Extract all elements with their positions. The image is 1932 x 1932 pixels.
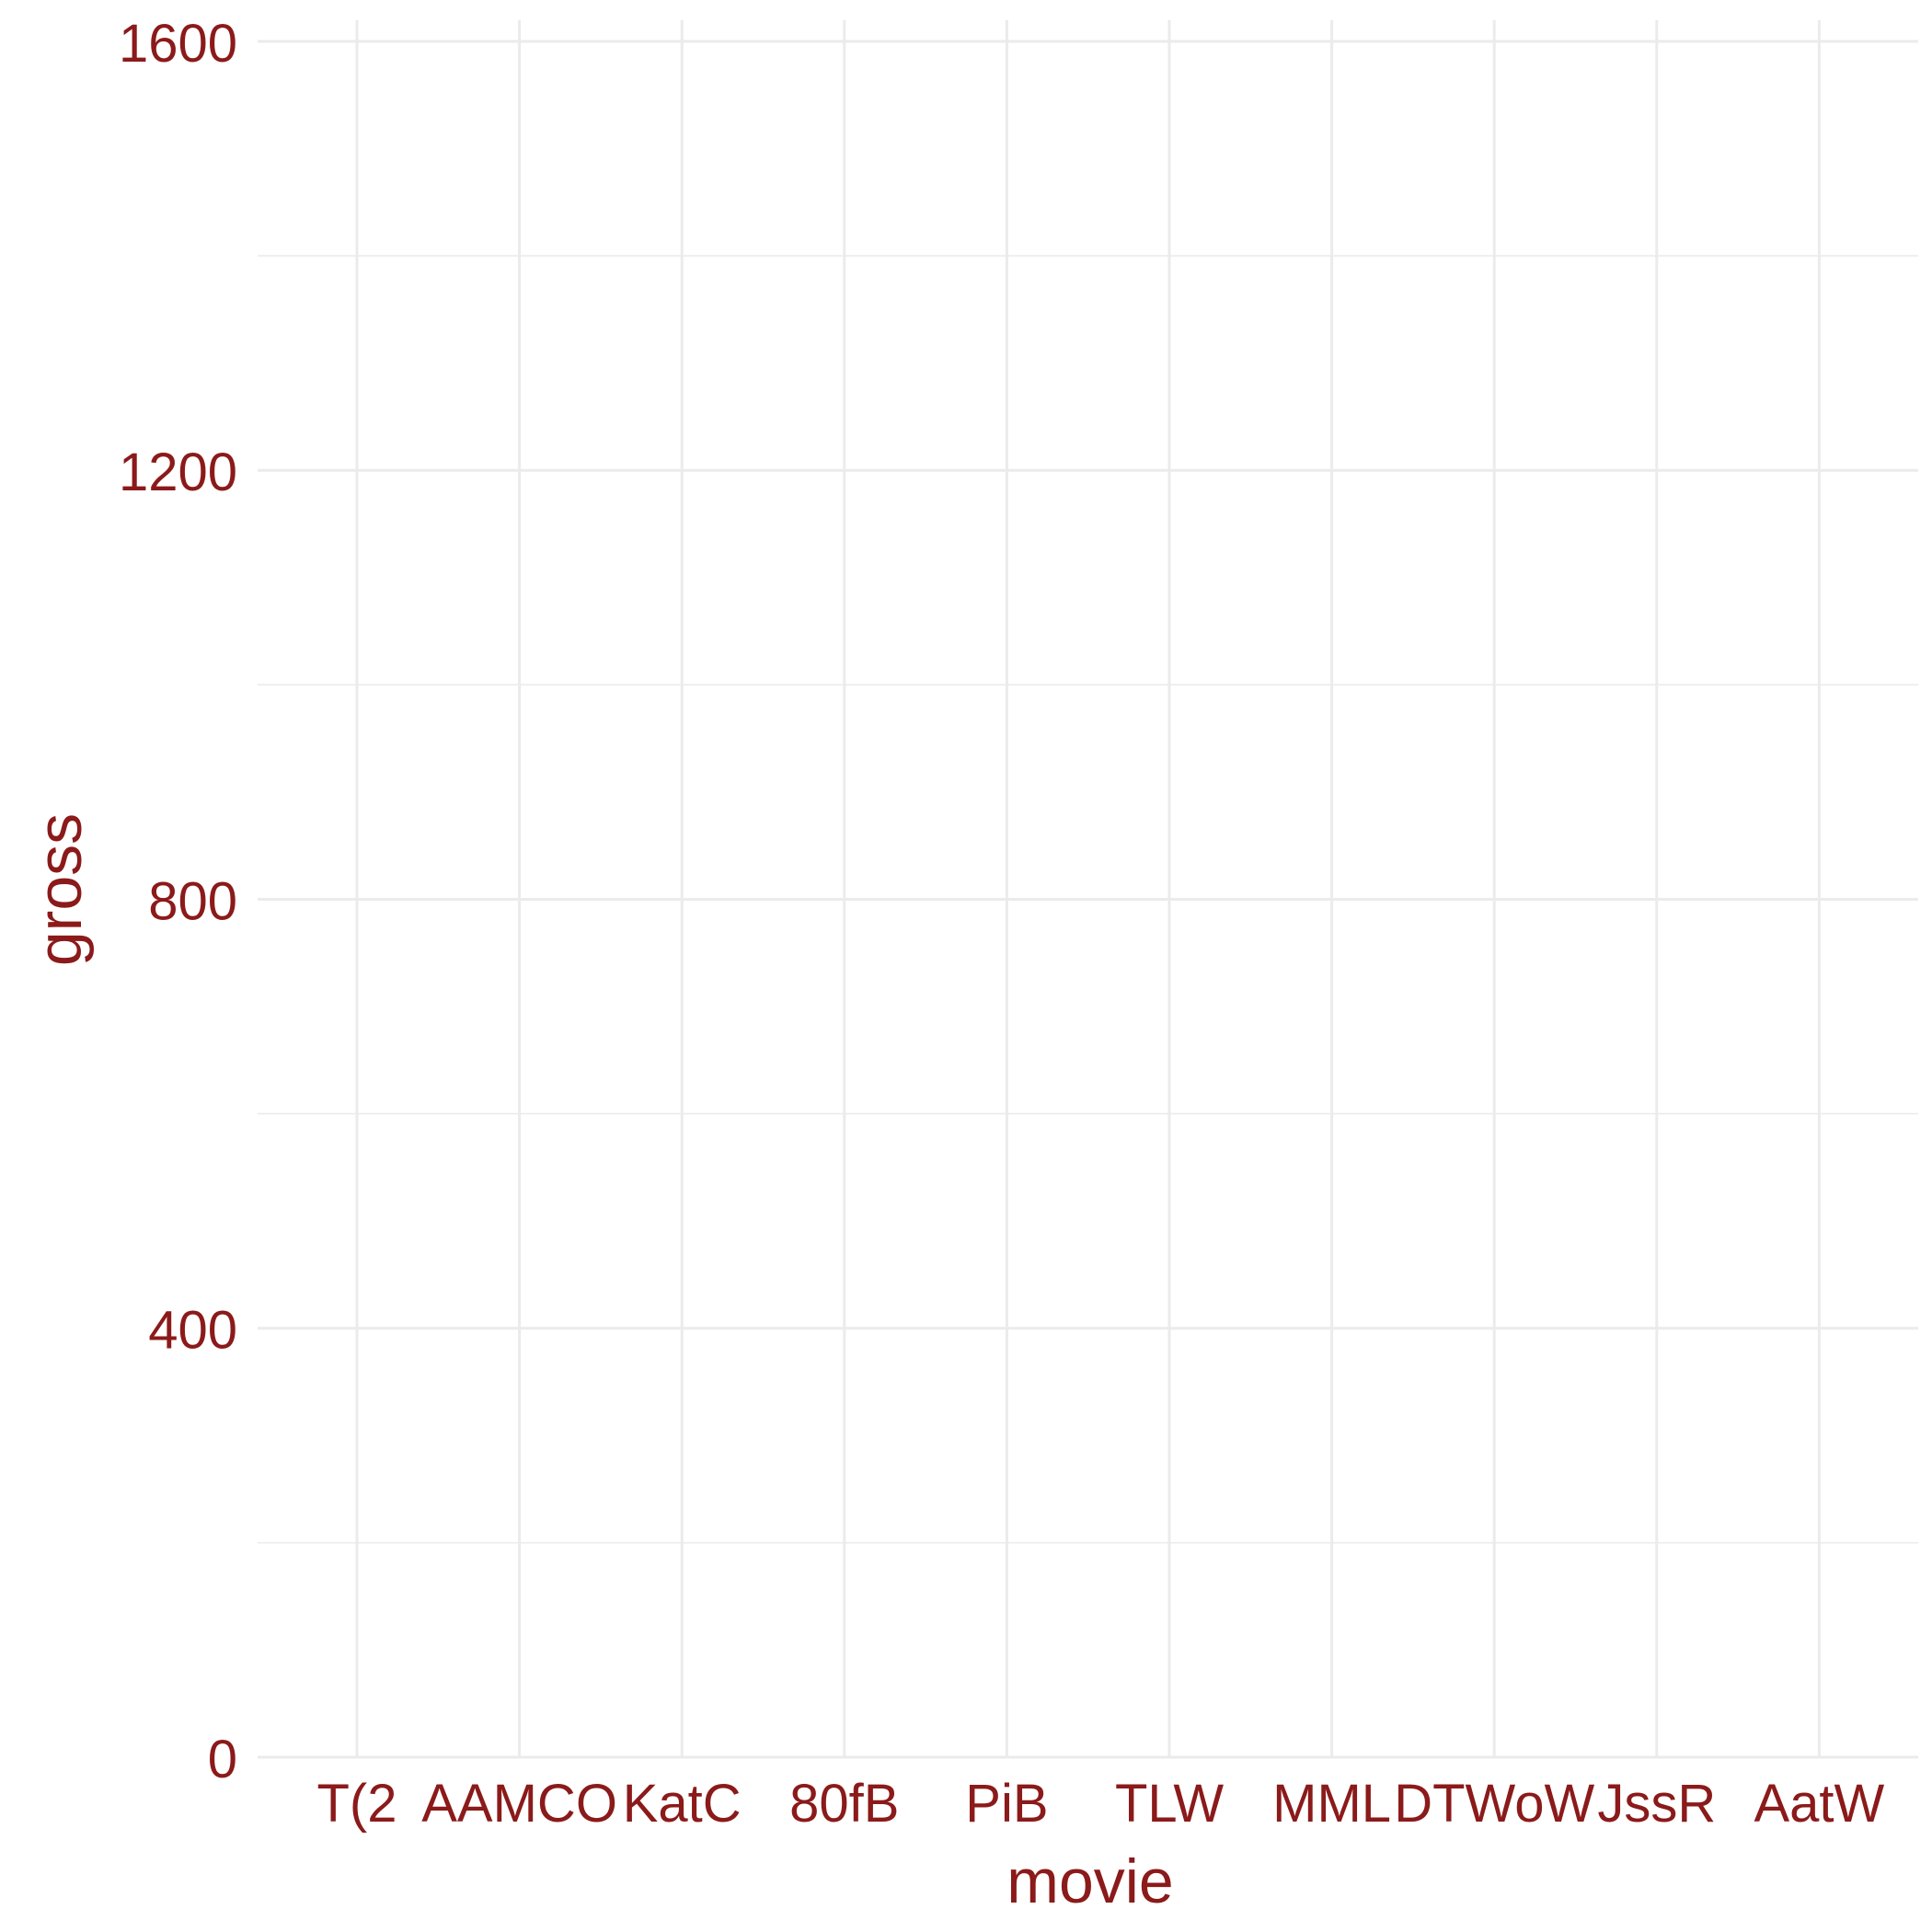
- x-tick-label: TLW: [1115, 1774, 1224, 1834]
- x-tick-label: AAMCO: [421, 1774, 617, 1834]
- x-tick-label: JssR: [1597, 1774, 1716, 1834]
- y-tick-label: 400: [148, 1301, 237, 1361]
- x-tick-label: 80fB: [789, 1774, 899, 1834]
- y-tick-label: 800: [148, 871, 237, 931]
- x-tick-label: AatW: [1754, 1774, 1884, 1834]
- y-tick-label: 0: [208, 1730, 237, 1789]
- grid-lines: [258, 20, 1918, 1759]
- x-tick-label: DTWoW: [1394, 1774, 1594, 1834]
- y-tick-labels: 0 400 800 1200 1600: [119, 14, 237, 1789]
- y-tick-label: 1200: [119, 443, 237, 502]
- x-axis-label: movie: [1006, 1846, 1173, 1916]
- y-tick-label: 1600: [119, 14, 237, 74]
- y-axis-label: gross: [25, 813, 95, 966]
- x-tick-label: PiB: [965, 1774, 1048, 1834]
- x-tick-label: T(2: [317, 1774, 397, 1834]
- x-tick-labels: T(2AAMCOKatC80fBPiBTLWMMLDTWoWJssRAatWQC…: [317, 1774, 1885, 1834]
- x-tick-label: KatC: [623, 1774, 742, 1834]
- x-tick-label: MML: [1272, 1774, 1391, 1834]
